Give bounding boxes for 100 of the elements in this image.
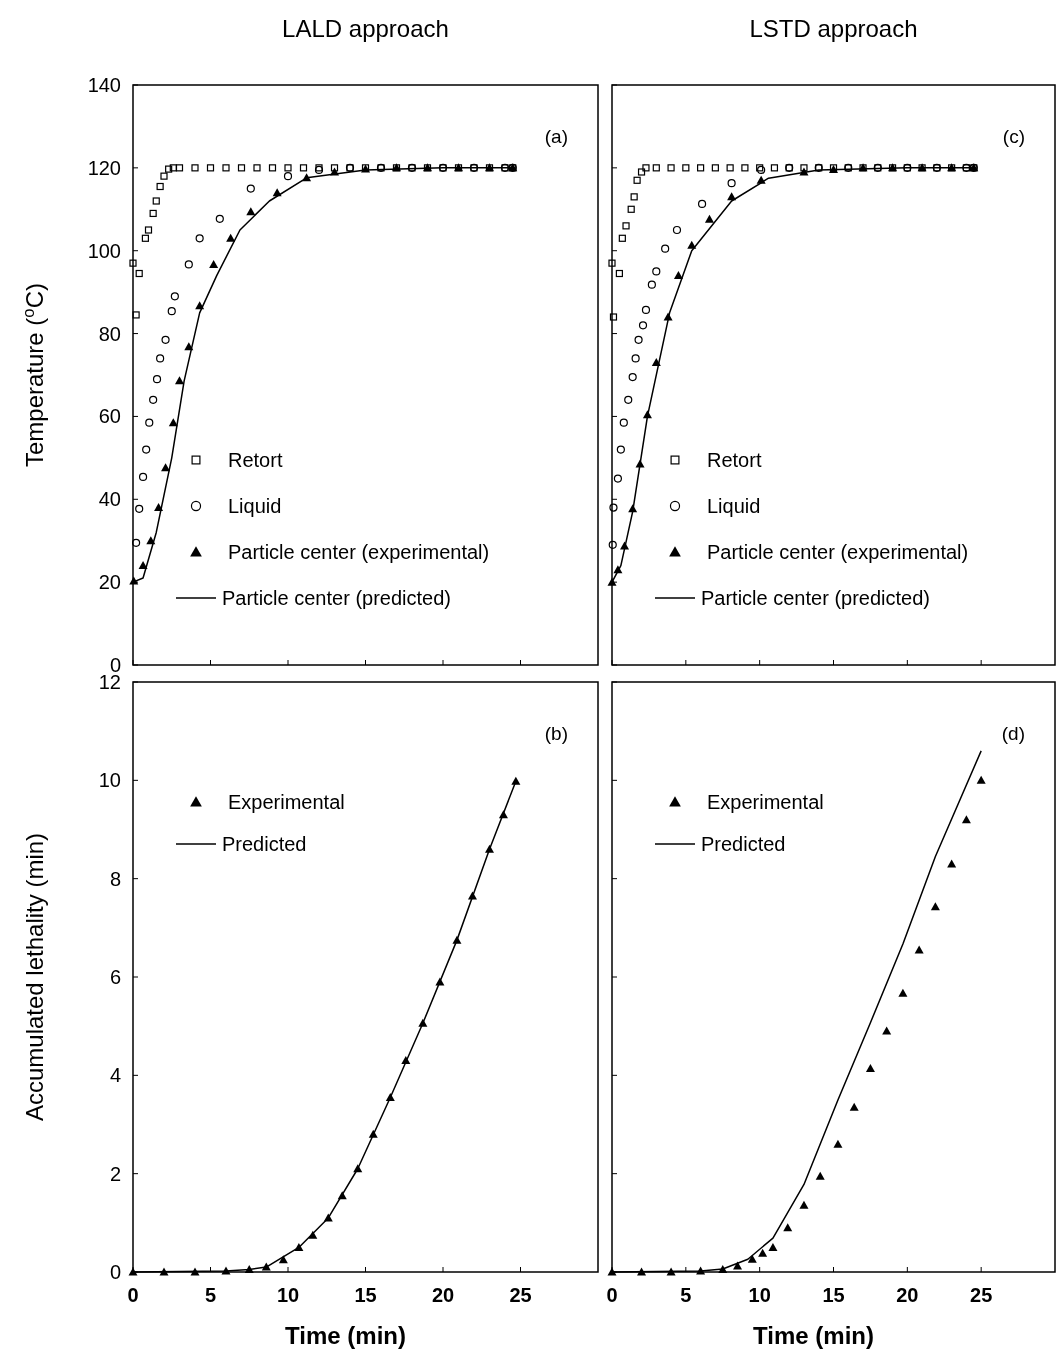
- annotation: (c): [1002, 126, 1025, 147]
- point: [631, 354, 640, 363]
- legend-label: Predicted: [222, 833, 307, 855]
- legend-label: Retort: [228, 449, 283, 471]
- point: [299, 164, 308, 172]
- point: [849, 1102, 859, 1111]
- point: [697, 164, 705, 172]
- point: [800, 164, 808, 172]
- point: [961, 815, 971, 824]
- point: [175, 376, 184, 385]
- chart-title: LSTD approach: [749, 15, 918, 42]
- x-tick-label: 25: [509, 1284, 532, 1306]
- y-tick-label: 100: [87, 239, 121, 262]
- legend-label: Liquid: [228, 495, 282, 517]
- point: [144, 226, 153, 234]
- point: [661, 244, 670, 253]
- y-tick-label: 140: [87, 74, 121, 96]
- x-tick-label: 0: [127, 1284, 139, 1306]
- point: [138, 472, 148, 482]
- point: [630, 193, 638, 201]
- point: [613, 474, 623, 483]
- point: [833, 1139, 843, 1148]
- point: [727, 179, 736, 188]
- point: [145, 418, 154, 427]
- x-tick-label: 5: [204, 1284, 217, 1306]
- x-axis-title: Time (min): [285, 1322, 406, 1349]
- point: [190, 1267, 200, 1276]
- point: [159, 1267, 169, 1276]
- legend-label: Retort: [707, 449, 762, 471]
- y-tick-label: 120: [87, 156, 121, 179]
- point: [637, 1267, 647, 1276]
- point: [135, 269, 143, 278]
- point: [627, 205, 635, 213]
- point: [609, 313, 618, 321]
- point: [634, 335, 643, 344]
- point: [637, 168, 646, 176]
- point: [768, 1242, 778, 1251]
- point: [741, 164, 749, 172]
- annotation: (b): [544, 723, 568, 744]
- y-tick-label: 80: [98, 322, 121, 345]
- point: [726, 164, 734, 172]
- point: [222, 164, 230, 172]
- point: [976, 775, 986, 784]
- x-axis-title: Time (min): [753, 1322, 874, 1349]
- point: [268, 164, 277, 172]
- point: [865, 1063, 875, 1072]
- chart-title: LALD approach: [282, 15, 449, 42]
- y-tick-label: 40: [98, 488, 121, 511]
- x-tick-label: 10: [748, 1284, 771, 1306]
- point: [815, 1171, 825, 1180]
- point: [609, 503, 618, 512]
- point: [799, 167, 809, 176]
- y-tick-label: 10: [98, 769, 121, 792]
- point: [156, 354, 165, 363]
- point: [209, 259, 219, 268]
- point: [666, 1267, 676, 1276]
- point: [170, 292, 179, 301]
- legend-label: Particle center (predicted): [701, 587, 930, 609]
- point: [733, 1261, 743, 1270]
- point: [141, 234, 149, 242]
- point: [160, 172, 168, 180]
- point: [608, 540, 617, 549]
- point: [206, 164, 215, 172]
- point: [898, 988, 908, 997]
- point: [704, 214, 714, 223]
- x-tick-label: 0: [606, 1284, 618, 1306]
- point: [697, 199, 707, 208]
- point: [758, 1248, 768, 1257]
- legend-label: Particle center (experimental): [228, 541, 490, 563]
- y-tick-label: 2: [109, 1162, 121, 1185]
- point: [647, 280, 656, 289]
- point: [672, 225, 682, 235]
- y-tick-label: 8: [109, 867, 121, 890]
- point: [756, 164, 764, 172]
- point: [619, 418, 628, 427]
- point: [175, 164, 184, 172]
- x-tick-label: 15: [822, 1284, 845, 1306]
- x-tick-label: 20: [896, 1284, 919, 1306]
- x-tick-label: 5: [680, 1284, 692, 1306]
- point: [608, 259, 616, 267]
- y-axis-title: Accumulated lethality (min): [21, 832, 48, 1122]
- point: [135, 504, 144, 513]
- legend-label: Experimental: [228, 791, 345, 813]
- legend-label: Particle center (experimental): [707, 541, 969, 563]
- y-tick-label: 0: [109, 1261, 121, 1283]
- point: [930, 902, 940, 911]
- point: [783, 1223, 793, 1232]
- point: [226, 233, 236, 242]
- legend-label: Predicted: [701, 833, 786, 855]
- point: [152, 197, 160, 205]
- point: [195, 234, 204, 243]
- legend-label: Liquid: [707, 495, 761, 517]
- point: [142, 445, 151, 454]
- point: [284, 164, 292, 172]
- point: [682, 164, 690, 172]
- point: [616, 445, 625, 454]
- point: [165, 165, 173, 173]
- x-tick-label: 20: [431, 1284, 455, 1306]
- point: [149, 395, 158, 404]
- point: [283, 172, 293, 181]
